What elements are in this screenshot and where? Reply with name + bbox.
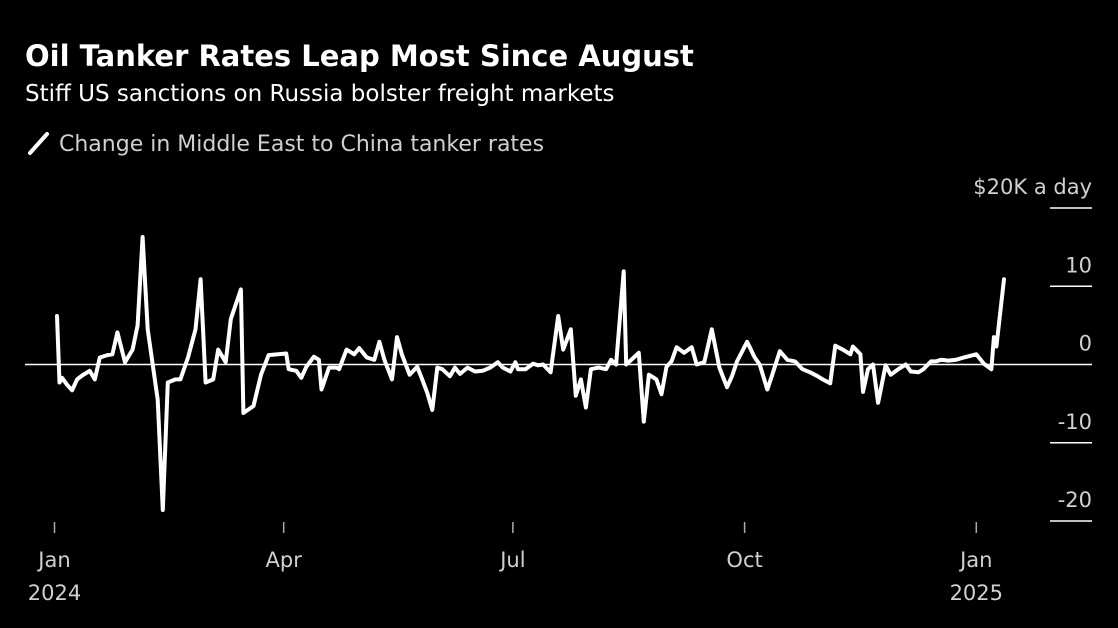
y-tick-label: $20K a day [973,175,1092,199]
x-tick-year: 2025 [950,581,1003,605]
y-tick-label: 10 [1065,253,1092,277]
y-tick-label: -10 [1058,410,1092,434]
y-tick-label: -20 [1058,488,1092,512]
x-tick-label: Jul [498,548,525,572]
data-line [55,235,1006,512]
legend-label: Change in Middle East to China tanker ra… [59,132,544,157]
x-tick-label: Apr [266,548,303,572]
x-tick-label: Jan [958,548,992,572]
x-tick-year: 2024 [28,581,81,605]
chart-subtitle: Stiff US sanctions on Russia bolster fre… [25,81,615,107]
legend-swatch [28,132,49,155]
chart-title: Oil Tanker Rates Leap Most Since August [25,39,694,73]
y-tick-label: 0 [1079,332,1092,356]
x-tick-label: Jan [36,548,70,572]
x-tick-label: Oct [726,548,762,572]
